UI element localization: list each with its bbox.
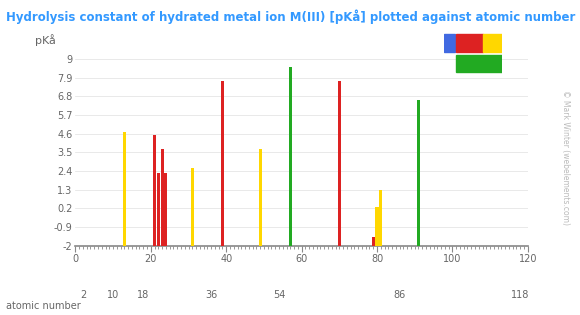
Text: 118: 118 <box>511 289 530 300</box>
Text: 36: 36 <box>205 289 218 300</box>
Bar <box>123 132 126 246</box>
Text: atomic number: atomic number <box>6 301 81 311</box>
Bar <box>372 237 375 246</box>
Bar <box>161 149 164 246</box>
Text: Hydrolysis constant of hydrated metal ion M(III) [pKå] plotted against atomic nu: Hydrolysis constant of hydrated metal io… <box>6 9 575 24</box>
Bar <box>417 100 420 246</box>
Bar <box>338 81 341 246</box>
Bar <box>164 173 168 246</box>
Text: 10: 10 <box>107 289 119 300</box>
Bar <box>153 135 156 246</box>
Text: 54: 54 <box>273 289 285 300</box>
Bar <box>157 173 160 246</box>
Bar <box>456 34 483 52</box>
Bar <box>191 168 194 246</box>
Text: © Mark Winter (webelements.com): © Mark Winter (webelements.com) <box>561 90 570 225</box>
Text: 86: 86 <box>393 289 406 300</box>
Bar <box>375 207 379 246</box>
Bar <box>221 81 224 246</box>
Bar <box>289 67 292 246</box>
Text: 2: 2 <box>80 289 86 300</box>
Bar <box>259 149 262 246</box>
Bar <box>444 34 455 52</box>
Text: 18: 18 <box>137 289 150 300</box>
Bar <box>456 55 502 72</box>
Bar <box>379 190 382 246</box>
Bar <box>483 34 502 52</box>
Text: pKå: pKå <box>35 35 56 47</box>
